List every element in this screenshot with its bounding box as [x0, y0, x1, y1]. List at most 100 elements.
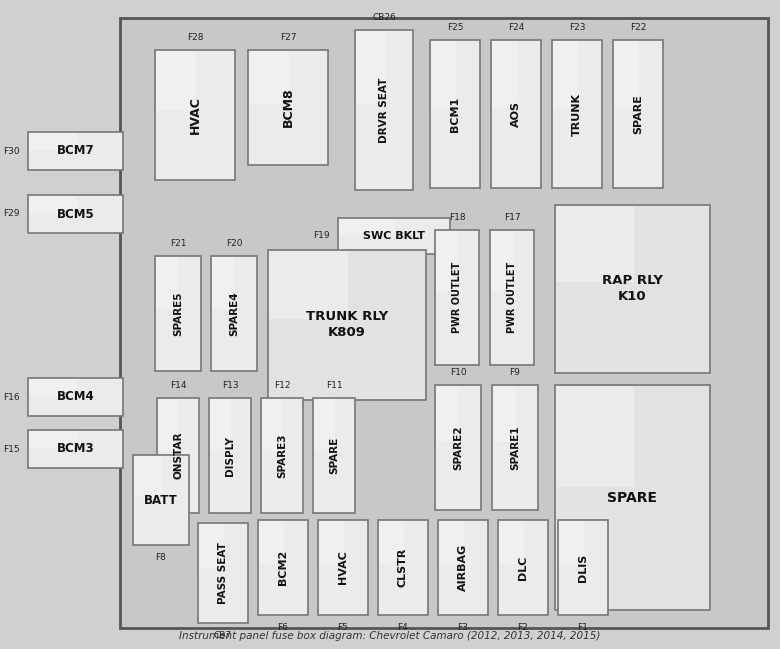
- Text: F25: F25: [447, 23, 463, 32]
- Text: SPARE2: SPARE2: [453, 425, 463, 470]
- Text: DLC: DLC: [518, 556, 528, 580]
- Bar: [355, 30, 413, 190]
- Bar: [431, 41, 456, 108]
- Bar: [155, 50, 235, 180]
- Text: SPARE3: SPARE3: [277, 434, 287, 478]
- Text: DRVR SEAT: DRVR SEAT: [379, 77, 389, 143]
- Bar: [338, 218, 450, 254]
- Bar: [435, 385, 481, 510]
- Bar: [491, 231, 513, 292]
- Text: SPARE4: SPARE4: [229, 291, 239, 336]
- Text: F9: F9: [509, 368, 520, 377]
- Text: TRUNK RLY
K809: TRUNK RLY K809: [306, 310, 388, 339]
- Bar: [555, 205, 710, 373]
- Text: SPARE: SPARE: [608, 491, 658, 504]
- Text: CLSTR: CLSTR: [398, 548, 408, 587]
- Bar: [430, 40, 480, 188]
- Bar: [249, 51, 289, 103]
- Bar: [378, 520, 428, 615]
- Text: AOS: AOS: [511, 101, 521, 127]
- Text: DISPLY: DISPLY: [225, 435, 235, 476]
- Text: ONSTAR: ONSTAR: [173, 432, 183, 479]
- Text: HVAC: HVAC: [338, 550, 348, 585]
- Text: F24: F24: [508, 23, 524, 32]
- Bar: [212, 257, 235, 309]
- Bar: [613, 40, 663, 188]
- Bar: [210, 399, 231, 451]
- Text: BCM7: BCM7: [57, 145, 94, 158]
- Bar: [491, 40, 541, 188]
- Bar: [318, 520, 368, 615]
- Bar: [499, 521, 524, 564]
- Bar: [29, 431, 76, 448]
- Text: F4: F4: [398, 623, 409, 632]
- Bar: [199, 524, 224, 569]
- Bar: [438, 520, 488, 615]
- Bar: [28, 430, 123, 468]
- Text: F30: F30: [3, 147, 20, 156]
- Bar: [28, 132, 123, 170]
- Bar: [120, 18, 768, 628]
- Text: HVAC: HVAC: [189, 96, 201, 134]
- Text: F27: F27: [280, 33, 296, 42]
- Text: F12: F12: [274, 381, 290, 390]
- Text: F6: F6: [278, 623, 289, 632]
- Bar: [155, 256, 201, 371]
- Text: F21: F21: [170, 239, 186, 248]
- Text: F15: F15: [3, 445, 20, 454]
- Text: F14: F14: [170, 381, 186, 390]
- Text: BCM8: BCM8: [282, 88, 295, 127]
- Bar: [313, 398, 355, 513]
- Text: SPARE: SPARE: [329, 437, 339, 474]
- Bar: [553, 41, 578, 108]
- Bar: [498, 520, 548, 615]
- Text: SPARE1: SPARE1: [510, 425, 520, 470]
- Bar: [339, 219, 395, 235]
- Text: SPARE5: SPARE5: [173, 291, 183, 336]
- Bar: [158, 399, 179, 451]
- Bar: [492, 41, 517, 108]
- Bar: [556, 206, 633, 282]
- Text: F17: F17: [504, 213, 520, 222]
- Text: F1: F1: [577, 623, 588, 632]
- Bar: [28, 378, 123, 416]
- Bar: [559, 521, 584, 564]
- Bar: [157, 398, 199, 513]
- Text: F20: F20: [225, 239, 243, 248]
- Bar: [555, 385, 710, 610]
- Text: PASS SEAT: PASS SEAT: [218, 542, 228, 604]
- Bar: [268, 250, 426, 400]
- Text: SPARE: SPARE: [633, 94, 643, 134]
- Bar: [439, 521, 464, 564]
- Text: TRUNK: TRUNK: [572, 93, 582, 136]
- Bar: [133, 455, 189, 545]
- Bar: [435, 230, 479, 365]
- Text: RAP RLY
K10: RAP RLY K10: [602, 275, 663, 304]
- Text: F22: F22: [629, 23, 646, 32]
- Bar: [261, 398, 303, 513]
- Text: F11: F11: [326, 381, 342, 390]
- Text: Instrument panel fuse box diagram: Chevrolet Camaro (2012, 2013, 2014, 2015): Instrument panel fuse box diagram: Chevr…: [179, 631, 601, 641]
- Bar: [614, 41, 639, 108]
- Bar: [314, 399, 335, 451]
- Text: BATT: BATT: [144, 493, 178, 506]
- Bar: [211, 256, 257, 371]
- Bar: [259, 521, 284, 564]
- Text: BCM3: BCM3: [57, 443, 94, 456]
- Bar: [558, 520, 608, 615]
- Text: F19: F19: [314, 232, 330, 241]
- Bar: [436, 386, 459, 442]
- Text: AIRBAG: AIRBAG: [458, 544, 468, 591]
- Text: F5: F5: [338, 623, 349, 632]
- Bar: [493, 386, 516, 442]
- Text: BCM1: BCM1: [450, 96, 460, 132]
- Bar: [356, 31, 385, 103]
- Bar: [492, 385, 538, 510]
- Text: F13: F13: [222, 381, 239, 390]
- Text: CB26: CB26: [372, 13, 396, 22]
- Bar: [258, 520, 308, 615]
- Text: F18: F18: [448, 213, 466, 222]
- Bar: [556, 386, 633, 487]
- Text: F8: F8: [155, 553, 166, 562]
- Text: PWR OUTLET: PWR OUTLET: [452, 262, 462, 333]
